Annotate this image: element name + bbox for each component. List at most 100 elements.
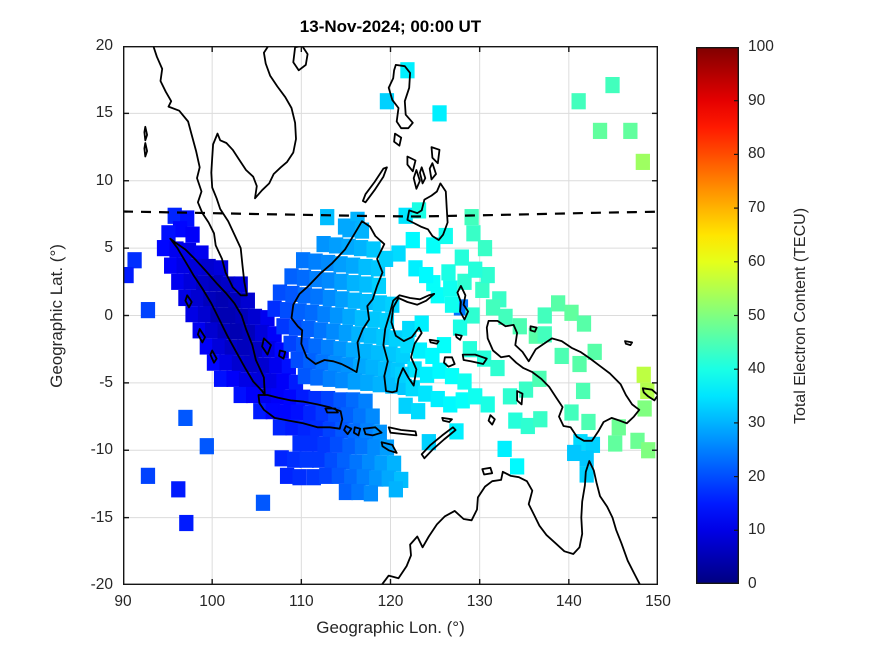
coastline-manus: [624, 340, 633, 346]
tec-data-square: [477, 240, 493, 257]
coastline-borneo: [290, 220, 386, 373]
coastline-luzon: [387, 64, 414, 130]
tec-data-square: [441, 264, 456, 281]
tec-data-square: [233, 386, 248, 404]
tec-data-square: [372, 376, 387, 393]
tec-data-square: [337, 452, 352, 470]
tec-data-square: [358, 343, 373, 360]
tec-data-square: [290, 404, 305, 421]
tec-data-square: [419, 266, 434, 284]
tec-data-square: [551, 295, 566, 312]
tec-data-square: [576, 315, 592, 332]
tec-data-square: [285, 285, 300, 303]
tec-data-square: [388, 481, 403, 498]
tec-data-square: [313, 322, 329, 339]
tec-data-square: [304, 435, 320, 452]
tec-data-square: [254, 324, 270, 342]
tec-data-square: [335, 421, 350, 439]
coastline-leyte: [428, 162, 437, 181]
tec-data-square: [376, 328, 391, 346]
tec-data-square: [181, 242, 197, 259]
tec-data-square: [444, 296, 460, 313]
tec-data-square: [366, 241, 381, 258]
tec-data-square: [575, 382, 591, 400]
tec-data-square: [205, 322, 220, 339]
tec-data-square: [443, 280, 458, 297]
tec-data-square: [444, 368, 460, 385]
tec-data-square: [196, 275, 211, 292]
coastline-negros: [412, 169, 421, 190]
tec-data-square: [360, 293, 375, 311]
tec-data-square: [171, 273, 186, 290]
tec-data-square: [430, 287, 445, 304]
tec-data-square: [292, 435, 307, 452]
tec-data-square: [190, 289, 206, 307]
tec-data-square: [276, 318, 291, 335]
tec-data-square: [222, 307, 238, 324]
tec-data-square: [240, 292, 255, 309]
tec-data-square: [480, 396, 495, 413]
x-tick-label: 150: [645, 593, 671, 610]
x-axis-label: Geographic Lon. (°): [316, 618, 465, 637]
tec-data-square: [605, 76, 620, 94]
tec-data-square: [365, 408, 380, 425]
tec-data-square: [367, 439, 382, 456]
tec-data-square: [564, 304, 579, 321]
coastline-melville: [481, 466, 494, 476]
tec-data-square: [498, 308, 513, 325]
tec-data-square: [333, 341, 348, 358]
coastline-java: [257, 394, 344, 430]
tec-data-square: [449, 423, 464, 440]
tec-data-square: [331, 467, 346, 484]
tec-data-square: [140, 302, 156, 319]
y-tick-label: -10: [90, 441, 113, 459]
coastline-palawan: [362, 166, 388, 204]
tec-data-square: [379, 93, 395, 110]
tec-data-square: [329, 307, 345, 324]
tec-data-square: [317, 436, 332, 453]
tec-data-square: [407, 361, 422, 378]
tec-data-square: [272, 284, 288, 301]
tec-data-square: [215, 291, 230, 308]
tec-data-square: [319, 467, 334, 484]
y-tick-label: 15: [95, 104, 113, 122]
tec-data-square: [312, 451, 327, 468]
coastline-cebu: [419, 166, 427, 185]
tec-data-square: [537, 326, 552, 343]
tec-data-square: [161, 225, 176, 242]
tec-data-square: [269, 357, 284, 374]
tec-data-square: [274, 450, 289, 467]
tec-data-square: [436, 337, 452, 354]
coastline-australia: [380, 460, 642, 585]
plot-title: 13-Nov-2024; 00:00 UT: [299, 17, 482, 36]
tec-data-square: [342, 221, 357, 238]
tec-data-square: [263, 373, 279, 390]
tec-data-square: [509, 458, 525, 475]
tec-data-square: [335, 291, 350, 308]
tec-data-square: [462, 341, 477, 358]
tec-data-square: [171, 481, 186, 498]
tec-data-square: [405, 231, 420, 249]
map-plot-area: [123, 46, 658, 585]
tec-data-square: [185, 226, 200, 243]
tec-data-square: [338, 324, 354, 342]
tec-data-square: [317, 306, 332, 323]
tec-data-square: [635, 153, 650, 170]
tec-data-square: [356, 469, 371, 486]
tec-data-square: [581, 413, 596, 431]
tec-data-square: [347, 292, 362, 309]
tec-data-square: [353, 408, 368, 425]
coastline-aru: [516, 390, 524, 406]
tec-data-square: [295, 252, 311, 269]
tec-data-square: [276, 373, 291, 390]
coastline-flores: [387, 426, 418, 437]
tec-data-square: [295, 337, 311, 354]
tec-data-square: [164, 257, 179, 274]
tec-data-square: [247, 308, 263, 325]
tec-data-square: [285, 419, 300, 436]
tec-data-square: [443, 396, 458, 413]
coastline-mentawai: [209, 349, 218, 364]
colorbar-label: Total Electron Content (TECU): [792, 207, 809, 425]
tec-data-square: [430, 390, 445, 408]
